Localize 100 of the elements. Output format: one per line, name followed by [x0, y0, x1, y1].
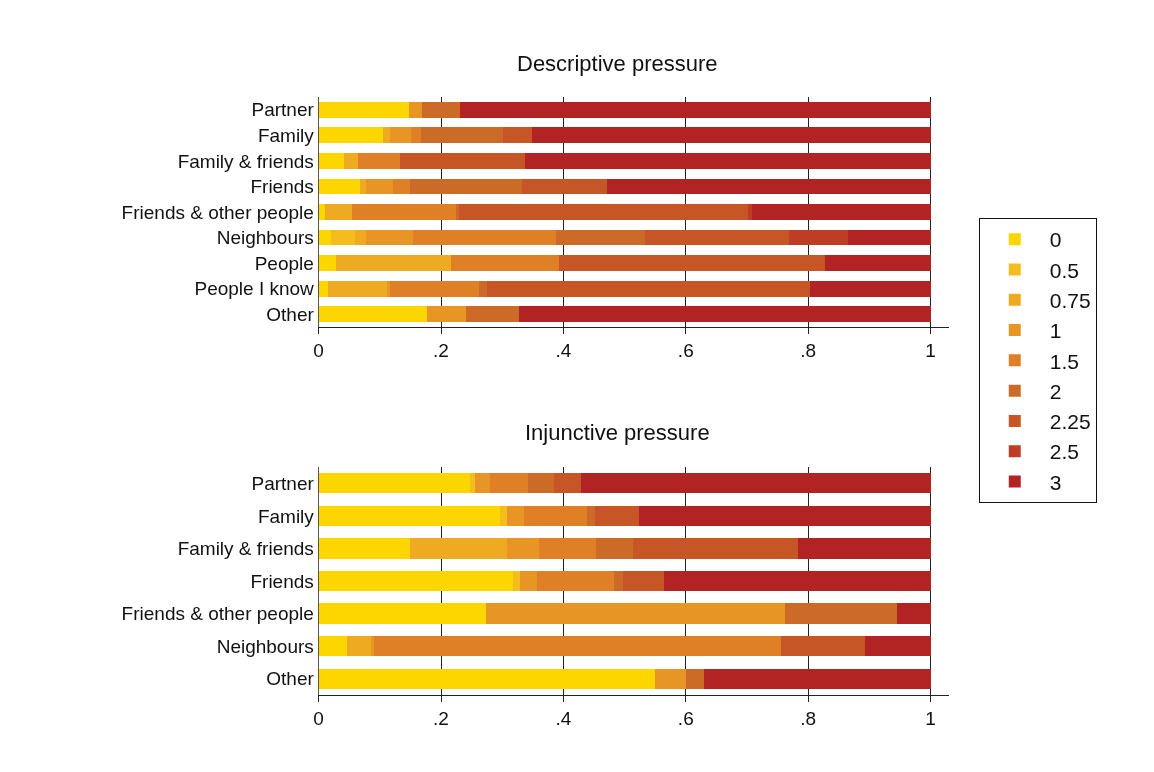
- bar: [475, 473, 490, 494]
- bar: [847, 229, 931, 246]
- bar: [784, 603, 898, 624]
- bar: [421, 127, 503, 144]
- bar: [318, 668, 656, 689]
- bar: [387, 280, 391, 297]
- bar: [351, 204, 457, 220]
- x-tick-label: .6: [677, 339, 694, 361]
- bar: [499, 505, 508, 526]
- bar: [556, 229, 645, 246]
- y-tick-label: Friends & other people: [121, 201, 314, 223]
- bar: [422, 101, 460, 118]
- bar: [318, 473, 470, 494]
- legend-label: 3: [1049, 470, 1062, 494]
- bar: [632, 538, 798, 559]
- bar: [810, 280, 931, 297]
- bar: [318, 101, 409, 118]
- bar: [318, 255, 336, 272]
- legend-label: 0.75: [1049, 288, 1091, 312]
- bar: [523, 505, 587, 526]
- bar: [451, 255, 560, 272]
- bar: [703, 668, 931, 689]
- x-tick-label: 1: [925, 339, 936, 361]
- legend-label: 2: [1049, 379, 1062, 403]
- bar: [318, 505, 500, 526]
- bar: [390, 280, 479, 297]
- bar: [489, 473, 528, 494]
- bar: [318, 306, 427, 323]
- bar: [371, 636, 375, 657]
- x-tick-label: .2: [433, 339, 449, 361]
- bar: [513, 570, 520, 592]
- bar: [360, 178, 367, 195]
- legend-label: 0.5: [1049, 258, 1079, 282]
- bar: [400, 152, 525, 169]
- bar: [469, 473, 476, 494]
- bar: [797, 538, 931, 559]
- x-tick-label: .6: [677, 707, 694, 729]
- bar: [607, 178, 931, 195]
- bar: [456, 204, 460, 220]
- x-tick-label: 1: [925, 707, 936, 729]
- y-tick-label: Family: [257, 124, 315, 146]
- y-tick-label: Other: [266, 668, 315, 690]
- bar: [459, 204, 749, 220]
- bar: [318, 127, 384, 144]
- bar: [639, 505, 931, 526]
- bar: [524, 152, 931, 169]
- x-tick-label: .4: [555, 707, 572, 729]
- bar: [366, 178, 393, 195]
- bar: [410, 538, 508, 559]
- bar: [519, 570, 538, 592]
- bar: [392, 178, 411, 195]
- bar: [331, 229, 356, 246]
- bar: [383, 127, 391, 144]
- bar: [318, 152, 345, 169]
- y-tick-label: Neighbours: [216, 635, 314, 657]
- bar: [518, 306, 931, 323]
- bar: [410, 178, 522, 195]
- y-tick-label: People: [254, 252, 314, 274]
- bar: [411, 127, 422, 144]
- bar: [318, 204, 326, 220]
- bar: [897, 603, 931, 624]
- bar: [426, 306, 467, 323]
- legend-label: 2.25: [1049, 410, 1091, 434]
- y-tick-label: Friends & other people: [121, 603, 314, 625]
- legend-label: 1.5: [1049, 349, 1079, 373]
- bar: [318, 538, 411, 559]
- bar: [655, 668, 687, 689]
- y-tick-label: Partner: [251, 99, 315, 121]
- bar: [374, 636, 782, 657]
- bar: [538, 538, 596, 559]
- x-tick-label: 0: [313, 707, 324, 729]
- y-tick-label: Family & friends: [177, 150, 314, 172]
- bar: [355, 229, 367, 246]
- bar: [390, 127, 412, 144]
- y-tick-label: Partner: [251, 472, 315, 494]
- bar: [521, 178, 608, 195]
- bar: [527, 473, 554, 494]
- bar: [318, 280, 329, 297]
- bar: [580, 473, 931, 494]
- bar: [781, 636, 866, 657]
- bar: [507, 505, 524, 526]
- x-tick-label: .4: [555, 339, 572, 361]
- bar: [344, 152, 358, 169]
- bar: [478, 280, 487, 297]
- bar: [485, 603, 785, 624]
- bar: [347, 636, 372, 657]
- bar: [595, 538, 633, 559]
- y-tick-label: Friends: [250, 570, 314, 592]
- bar: [613, 570, 623, 592]
- bar: [622, 570, 664, 592]
- bar: [594, 505, 640, 526]
- y-tick-label: Family & friends: [177, 538, 314, 560]
- x-tick-label: 0: [313, 339, 324, 361]
- bar: [507, 538, 539, 559]
- bar: [502, 127, 533, 144]
- bar: [532, 127, 931, 144]
- bar: [318, 570, 514, 592]
- bar: [586, 505, 595, 526]
- bar: [486, 280, 810, 297]
- bar: [325, 204, 352, 220]
